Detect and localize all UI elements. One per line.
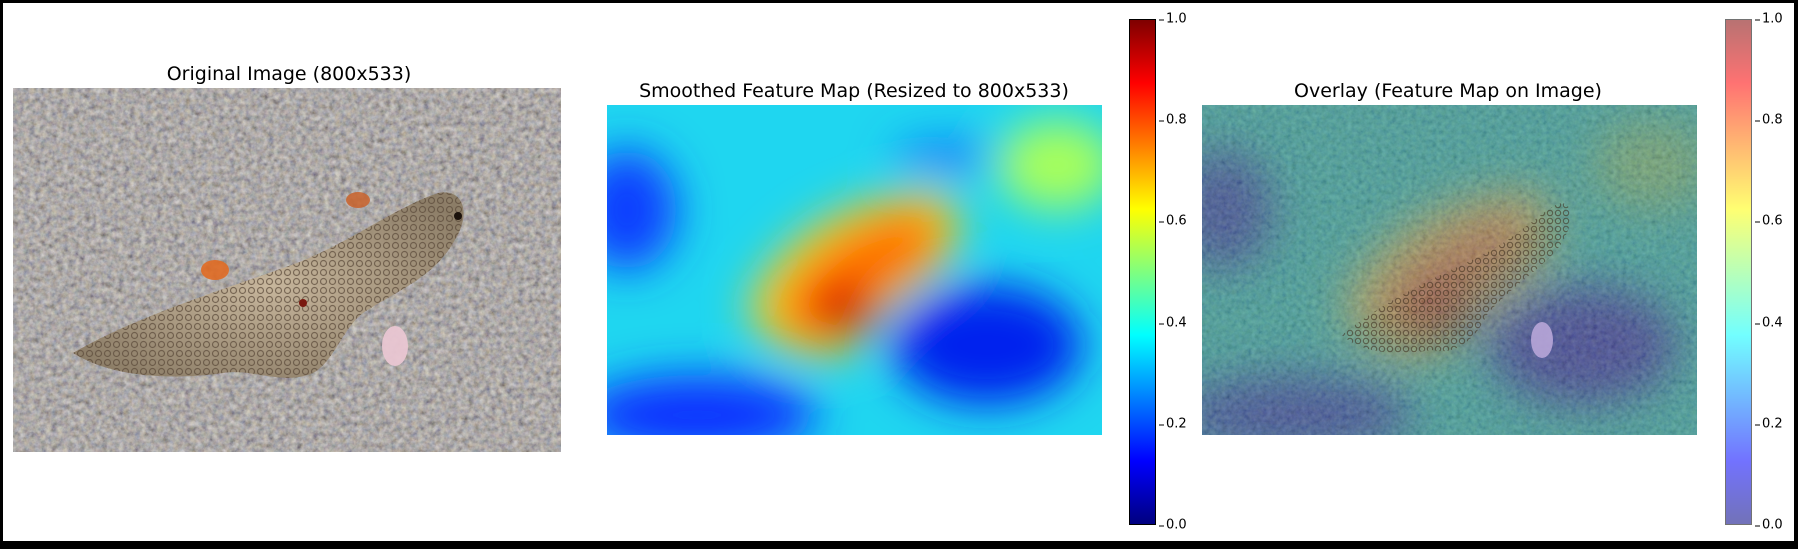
feature-map-colorbar — [1129, 19, 1156, 525]
colorbar-tick: 0.0 — [1159, 517, 1187, 533]
overlay-colorbar — [1725, 19, 1752, 525]
colorbar-tick: 0.8 — [1755, 112, 1783, 128]
original-image-title: Original Image (800x533) — [166, 63, 412, 85]
colorbar-tick: 0.2 — [1159, 416, 1187, 432]
colorbar-tick: 0.2 — [1755, 416, 1783, 432]
colorbar-tick: 0.6 — [1755, 213, 1783, 229]
colorbar-tick: 0.6 — [1159, 213, 1187, 229]
original-image — [13, 88, 561, 452]
overlay-image — [1202, 105, 1697, 435]
feature-map-title: Smoothed Feature Map (Resized to 800x533… — [639, 80, 1069, 102]
overlay-title: Overlay (Feature Map on Image) — [1294, 80, 1602, 102]
colorbar-tick: 0.8 — [1159, 112, 1187, 128]
colorbar-tick: 1.0 — [1755, 11, 1783, 27]
figure: Original Image (800x533) — [3, 3, 1794, 541]
colorbar-tick: 0.4 — [1159, 315, 1187, 331]
colorbar-tick: 0.4 — [1755, 315, 1783, 331]
feature-map-heatmap — [607, 105, 1102, 435]
colorbar-tick: 0.0 — [1755, 517, 1783, 533]
colorbar-tick: 1.0 — [1159, 11, 1187, 27]
